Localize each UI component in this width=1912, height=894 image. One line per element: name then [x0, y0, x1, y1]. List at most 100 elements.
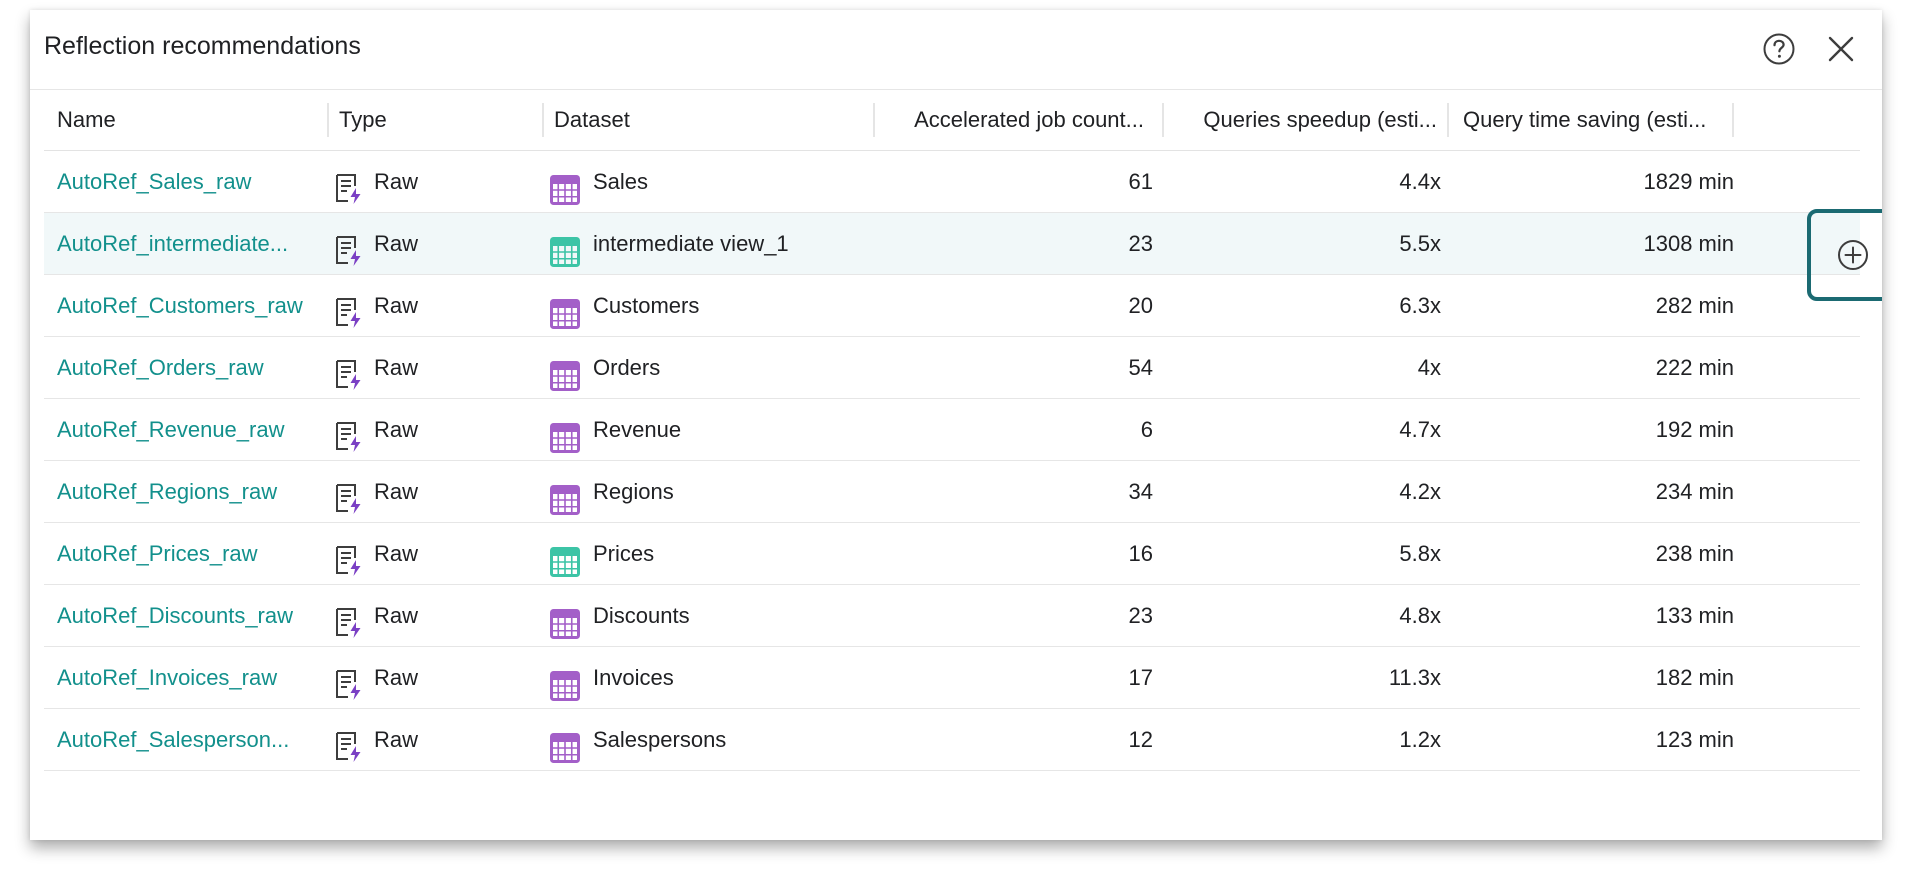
type-cell: Raw: [334, 523, 524, 584]
table-row[interactable]: AutoRef_Regions_raw Raw Regions 34 4.2x 234 m…: [44, 461, 1860, 523]
query-time-saving: 123 min: [1655, 727, 1734, 752]
accelerated-job-count: 34: [1128, 479, 1153, 504]
type-label: Raw: [374, 293, 419, 318]
reflection-name-link[interactable]: AutoRef_Discounts_raw: [57, 603, 294, 628]
dialog-title: Reflection recommendations: [44, 32, 361, 60]
reflection-name-link[interactable]: AutoRef_Customers_raw: [57, 293, 303, 318]
queries-speedup: 4x: [1417, 355, 1441, 380]
close-icon: [1828, 36, 1854, 62]
table-row[interactable]: AutoRef_Salesperson... Raw Salespersons 12 1…: [44, 709, 1860, 771]
accelerated-job-count: 6: [1140, 417, 1153, 442]
dataset-cell[interactable]: Prices: [550, 523, 880, 584]
raw-reflection-icon: [334, 725, 364, 762]
reflection-name-link[interactable]: AutoRef_Invoices_raw: [57, 665, 278, 690]
table-body: AutoRef_Sales_raw Raw Sales 61 4.4x 1829 min A…: [44, 151, 1860, 771]
accelerated-job-count: 23: [1128, 603, 1153, 628]
table-row[interactable]: AutoRef_Revenue_raw Raw Revenue 6 4.7x 192 mi…: [44, 399, 1860, 461]
reflection-name-link[interactable]: AutoRef_Regions_raw: [57, 479, 278, 504]
raw-reflection-icon: [334, 415, 364, 452]
dataset-cell[interactable]: Revenue: [550, 399, 880, 460]
query-time-saving: 133 min: [1655, 603, 1734, 628]
dataset-label: Salespersons: [593, 727, 727, 752]
queries-speedup: 5.5x: [1399, 231, 1441, 256]
accelerated-job-count: 20: [1128, 293, 1153, 318]
column-header-type[interactable]: Type: [339, 103, 544, 137]
reflection-name-link[interactable]: AutoRef_Salesperson...: [57, 727, 290, 752]
raw-reflection-icon: [334, 229, 364, 266]
dataset-label: Regions: [593, 479, 674, 504]
table-row[interactable]: AutoRef_Invoices_raw Raw Invoices 17 11.3x 18…: [44, 647, 1860, 709]
dataset-label: Revenue: [593, 417, 682, 442]
table-row[interactable]: AutoRef_intermediate... Raw intermediate v…: [44, 213, 1860, 275]
dataset-cell[interactable]: Regions: [550, 461, 880, 522]
type-cell: Raw: [334, 709, 524, 770]
type-cell: Raw: [334, 647, 524, 708]
accelerated-job-count: 54: [1128, 355, 1153, 380]
type-cell: Raw: [334, 461, 524, 522]
dataset-cell[interactable]: Salespersons: [550, 709, 880, 770]
accelerated-job-count: 17: [1128, 665, 1153, 690]
raw-reflection-icon: [334, 477, 364, 514]
type-cell: Raw: [334, 399, 524, 460]
type-label: Raw: [374, 231, 419, 256]
close-button[interactable]: [1819, 27, 1863, 71]
table-row[interactable]: AutoRef_Sales_raw Raw Sales 61 4.4x 1829 min: [44, 151, 1860, 213]
dataset-cell[interactable]: Orders: [550, 337, 880, 398]
dataset-label: Prices: [593, 541, 655, 566]
reflection-name-link[interactable]: AutoRef_intermediate...: [57, 231, 289, 256]
queries-speedup: 6.3x: [1399, 293, 1441, 318]
raw-reflection-icon: [334, 539, 364, 576]
type-cell: Raw: [334, 585, 524, 646]
dataset-table-icon: [550, 663, 580, 701]
dataset-cell[interactable]: Sales: [550, 151, 880, 212]
type-cell: Raw: [334, 151, 524, 212]
queries-speedup: 4.2x: [1399, 479, 1441, 504]
dataset-table-icon: [550, 415, 580, 453]
table-row[interactable]: AutoRef_Customers_raw Raw Customers 20 6.3x 2…: [44, 275, 1860, 337]
query-time-saving: 1829 min: [1643, 169, 1734, 194]
column-header-queries-speedup[interactable]: Queries speedup (esti...: [1171, 103, 1449, 137]
column-header-accelerated-job-count[interactable]: Accelerated job count...: [884, 103, 1164, 137]
dataset-table-icon: [550, 167, 580, 205]
dataset-table-icon: [550, 229, 580, 267]
table-row[interactable]: AutoRef_Orders_raw Raw Orders 54 4x 222 min: [44, 337, 1860, 399]
query-time-saving: 282 min: [1655, 293, 1734, 318]
reflection-name-link[interactable]: AutoRef_Sales_raw: [57, 169, 252, 194]
table-row[interactable]: AutoRef_Discounts_raw Raw Discounts 23 4.8x 1…: [44, 585, 1860, 647]
help-button[interactable]: [1757, 27, 1801, 71]
query-time-saving: 234 min: [1655, 479, 1734, 504]
query-time-saving: 222 min: [1655, 355, 1734, 380]
column-header-name[interactable]: Name: [57, 103, 329, 137]
query-time-saving: 182 min: [1655, 665, 1734, 690]
add-reflection-button[interactable]: [1807, 209, 1882, 301]
column-header-query-time-saving[interactable]: Query time saving (esti...: [1451, 103, 1734, 137]
queries-speedup: 4.8x: [1399, 603, 1441, 628]
plus-circle-icon: [1838, 240, 1868, 270]
dataset-cell[interactable]: intermediate view_1: [550, 213, 880, 274]
type-cell: Raw: [334, 337, 524, 398]
dataset-table-icon: [550, 353, 580, 391]
reflection-name-link[interactable]: AutoRef_Orders_raw: [57, 355, 264, 380]
type-cell: Raw: [334, 275, 524, 336]
dataset-cell[interactable]: Customers: [550, 275, 880, 336]
queries-speedup: 1.2x: [1399, 727, 1441, 752]
raw-reflection-icon: [334, 291, 364, 328]
table-row[interactable]: AutoRef_Prices_raw Raw Prices 16 5.8x 238 min: [44, 523, 1860, 585]
dataset-table-icon: [550, 539, 580, 577]
type-label: Raw: [374, 417, 419, 442]
type-label: Raw: [374, 479, 419, 504]
dataset-label: Discounts: [593, 603, 690, 628]
reflection-name-link[interactable]: AutoRef_Revenue_raw: [57, 417, 285, 442]
raw-reflection-icon: [334, 353, 364, 390]
column-header-dataset[interactable]: Dataset: [554, 103, 875, 137]
reflection-name-link[interactable]: AutoRef_Prices_raw: [57, 541, 258, 566]
dataset-table-icon: [550, 601, 580, 639]
dataset-cell[interactable]: Discounts: [550, 585, 880, 646]
dataset-cell[interactable]: Invoices: [550, 647, 880, 708]
accelerated-job-count: 16: [1128, 541, 1153, 566]
queries-speedup: 11.3x: [1388, 665, 1441, 690]
query-time-saving: 1308 min: [1643, 231, 1734, 256]
raw-reflection-icon: [334, 601, 364, 638]
accelerated-job-count: 61: [1128, 169, 1153, 194]
help-circle-icon: [1763, 33, 1795, 65]
